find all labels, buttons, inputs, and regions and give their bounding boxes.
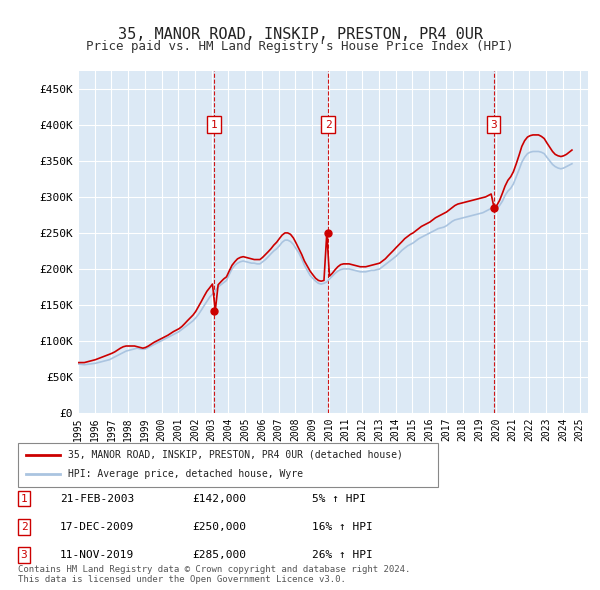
Text: HPI: Average price, detached house, Wyre: HPI: Average price, detached house, Wyre <box>68 470 304 479</box>
Text: 2: 2 <box>325 120 332 130</box>
Text: 26% ↑ HPI: 26% ↑ HPI <box>312 550 373 560</box>
Text: 1: 1 <box>20 494 28 503</box>
Text: 21-FEB-2003: 21-FEB-2003 <box>60 494 134 503</box>
Text: 3: 3 <box>20 550 28 560</box>
Text: 16% ↑ HPI: 16% ↑ HPI <box>312 522 373 532</box>
Text: £142,000: £142,000 <box>192 494 246 503</box>
Text: Price paid vs. HM Land Registry's House Price Index (HPI): Price paid vs. HM Land Registry's House … <box>86 40 514 53</box>
Text: 35, MANOR ROAD, INSKIP, PRESTON, PR4 0UR (detached house): 35, MANOR ROAD, INSKIP, PRESTON, PR4 0UR… <box>68 450 403 460</box>
Text: 5% ↑ HPI: 5% ↑ HPI <box>312 494 366 503</box>
Text: 3: 3 <box>490 120 497 130</box>
Text: £250,000: £250,000 <box>192 522 246 532</box>
Text: 11-NOV-2019: 11-NOV-2019 <box>60 550 134 560</box>
Text: 1: 1 <box>211 120 217 130</box>
Text: 17-DEC-2009: 17-DEC-2009 <box>60 522 134 532</box>
Text: £285,000: £285,000 <box>192 550 246 560</box>
Text: 2: 2 <box>20 522 28 532</box>
FancyBboxPatch shape <box>18 442 438 487</box>
Text: 35, MANOR ROAD, INSKIP, PRESTON, PR4 0UR: 35, MANOR ROAD, INSKIP, PRESTON, PR4 0UR <box>118 27 482 41</box>
Text: Contains HM Land Registry data © Crown copyright and database right 2024.
This d: Contains HM Land Registry data © Crown c… <box>18 565 410 584</box>
